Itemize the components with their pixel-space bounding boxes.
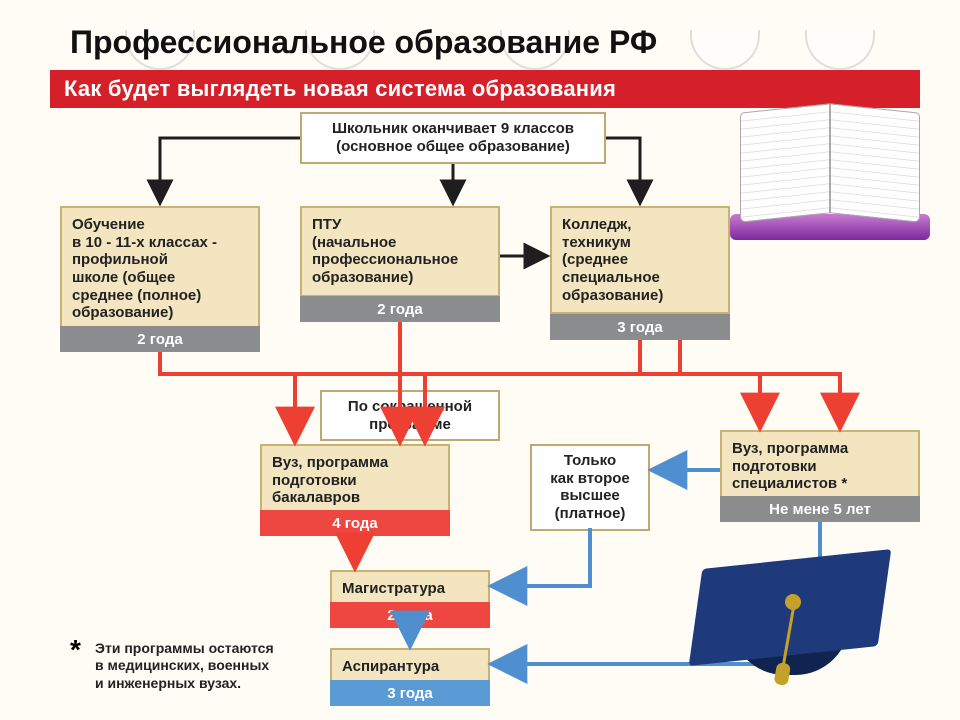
duration-aspirant: 3 года — [330, 680, 490, 706]
slide-title: Профессиональное образование РФ — [70, 24, 657, 61]
node-college: Колледж,техникум(среднееспециальноеобраз… — [550, 206, 730, 314]
bg-tab — [690, 30, 760, 70]
node-second_deg: Толькокак второевысшее(платное) — [530, 444, 650, 531]
node-school: Обучениев 10 - 11-х классах -профильнойш… — [60, 206, 260, 332]
node-specialist: Вуз, программаподготовкиспециалистов * — [720, 430, 920, 503]
footnote-text: Эти программы остаютсяв медицинских, вое… — [95, 640, 274, 693]
node-ptu: ПТУ(начальноепрофессиональноеобразование… — [300, 206, 500, 297]
duration-bachelor: 4 года — [260, 510, 450, 536]
node-bachelor: Вуз, программаподготовкибакалавров — [260, 444, 450, 517]
node-short_prog: По сокращеннойпрограмме — [320, 390, 500, 441]
book-illustration — [730, 100, 930, 240]
node-start: Школьник оканчивает 9 классов(основное о… — [300, 112, 606, 164]
duration-ptu: 2 года — [300, 296, 500, 322]
graduation-cap-illustration — [675, 540, 905, 690]
duration-specialist: Не мене 5 лет — [720, 496, 920, 522]
bg-tab — [805, 30, 875, 70]
duration-college: 3 года — [550, 314, 730, 340]
duration-school: 2 года — [60, 326, 260, 352]
duration-master: 2 года — [330, 602, 490, 628]
footnote-star: * — [70, 634, 81, 666]
